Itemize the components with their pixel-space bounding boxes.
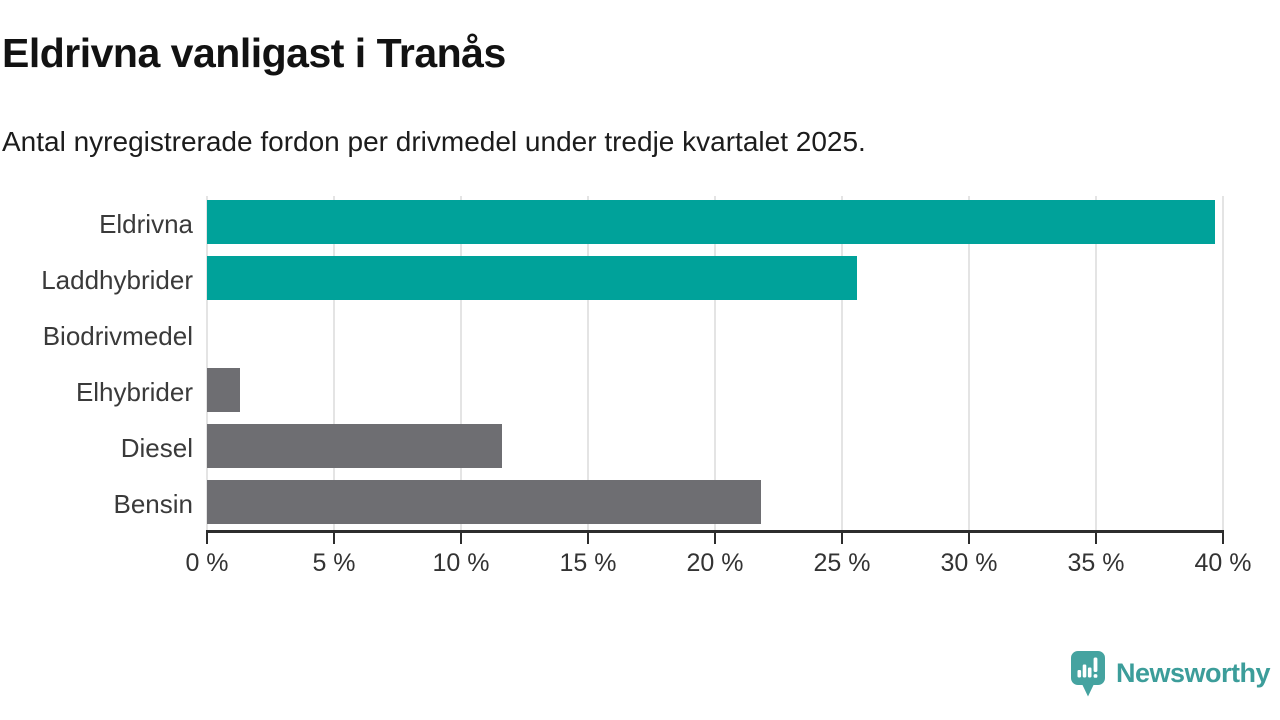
gridline (333, 196, 335, 532)
x-tick-label: 25 % (813, 549, 871, 577)
category-label: Biodrivmedel (42, 321, 193, 351)
x-tick (1095, 533, 1097, 544)
x-tick-label: 10 % (432, 549, 490, 577)
gridline (1095, 196, 1097, 532)
x-tick-label: 0 % (185, 549, 229, 577)
x-tick-label: 20 % (686, 549, 744, 577)
bar-laddhybrider (207, 256, 858, 300)
newsworthy-logo: Newsworthy (1071, 651, 1271, 698)
bar-diesel (207, 424, 502, 468)
chart-subtitle: Antal nyregistrerade fordon per drivmede… (2, 126, 866, 157)
gridline (1222, 196, 1224, 532)
gridline (841, 196, 843, 532)
newsworthy-logo-icon (1071, 651, 1105, 697)
x-tick-label: 35 % (1067, 549, 1125, 577)
category-label: Bensin (113, 489, 194, 519)
x-tick (968, 533, 970, 544)
gridline (587, 196, 589, 532)
bar-bensin (207, 480, 761, 524)
gridline (968, 196, 970, 532)
category-label: Elhybrider (75, 377, 193, 407)
x-tick-label: 40 % (1194, 549, 1252, 577)
x-tick (841, 533, 843, 544)
x-tick-label: 5 % (312, 549, 356, 577)
x-tick (714, 533, 716, 544)
bar-eldrivna (207, 200, 1216, 244)
plot-area (206, 196, 1224, 532)
x-tick (460, 533, 462, 544)
bar-elhybrider (207, 368, 241, 412)
gridline (460, 196, 462, 532)
category-label: Laddhybrider (41, 265, 193, 295)
x-axis-line (206, 530, 1224, 533)
x-tick-label: 30 % (940, 549, 998, 577)
category-label: Diesel (120, 433, 193, 463)
x-tick-label: 15 % (559, 549, 617, 577)
gridline (206, 196, 208, 532)
x-tick (587, 533, 589, 544)
category-label: Eldrivna (99, 209, 193, 239)
chart-title: Eldrivna vanligast i Tranås (2, 30, 506, 76)
x-tick (206, 533, 208, 544)
x-tick (1222, 533, 1224, 544)
gridline (714, 196, 716, 532)
newsworthy-logo-text: Newsworthy (1116, 658, 1271, 688)
x-tick (333, 533, 335, 544)
